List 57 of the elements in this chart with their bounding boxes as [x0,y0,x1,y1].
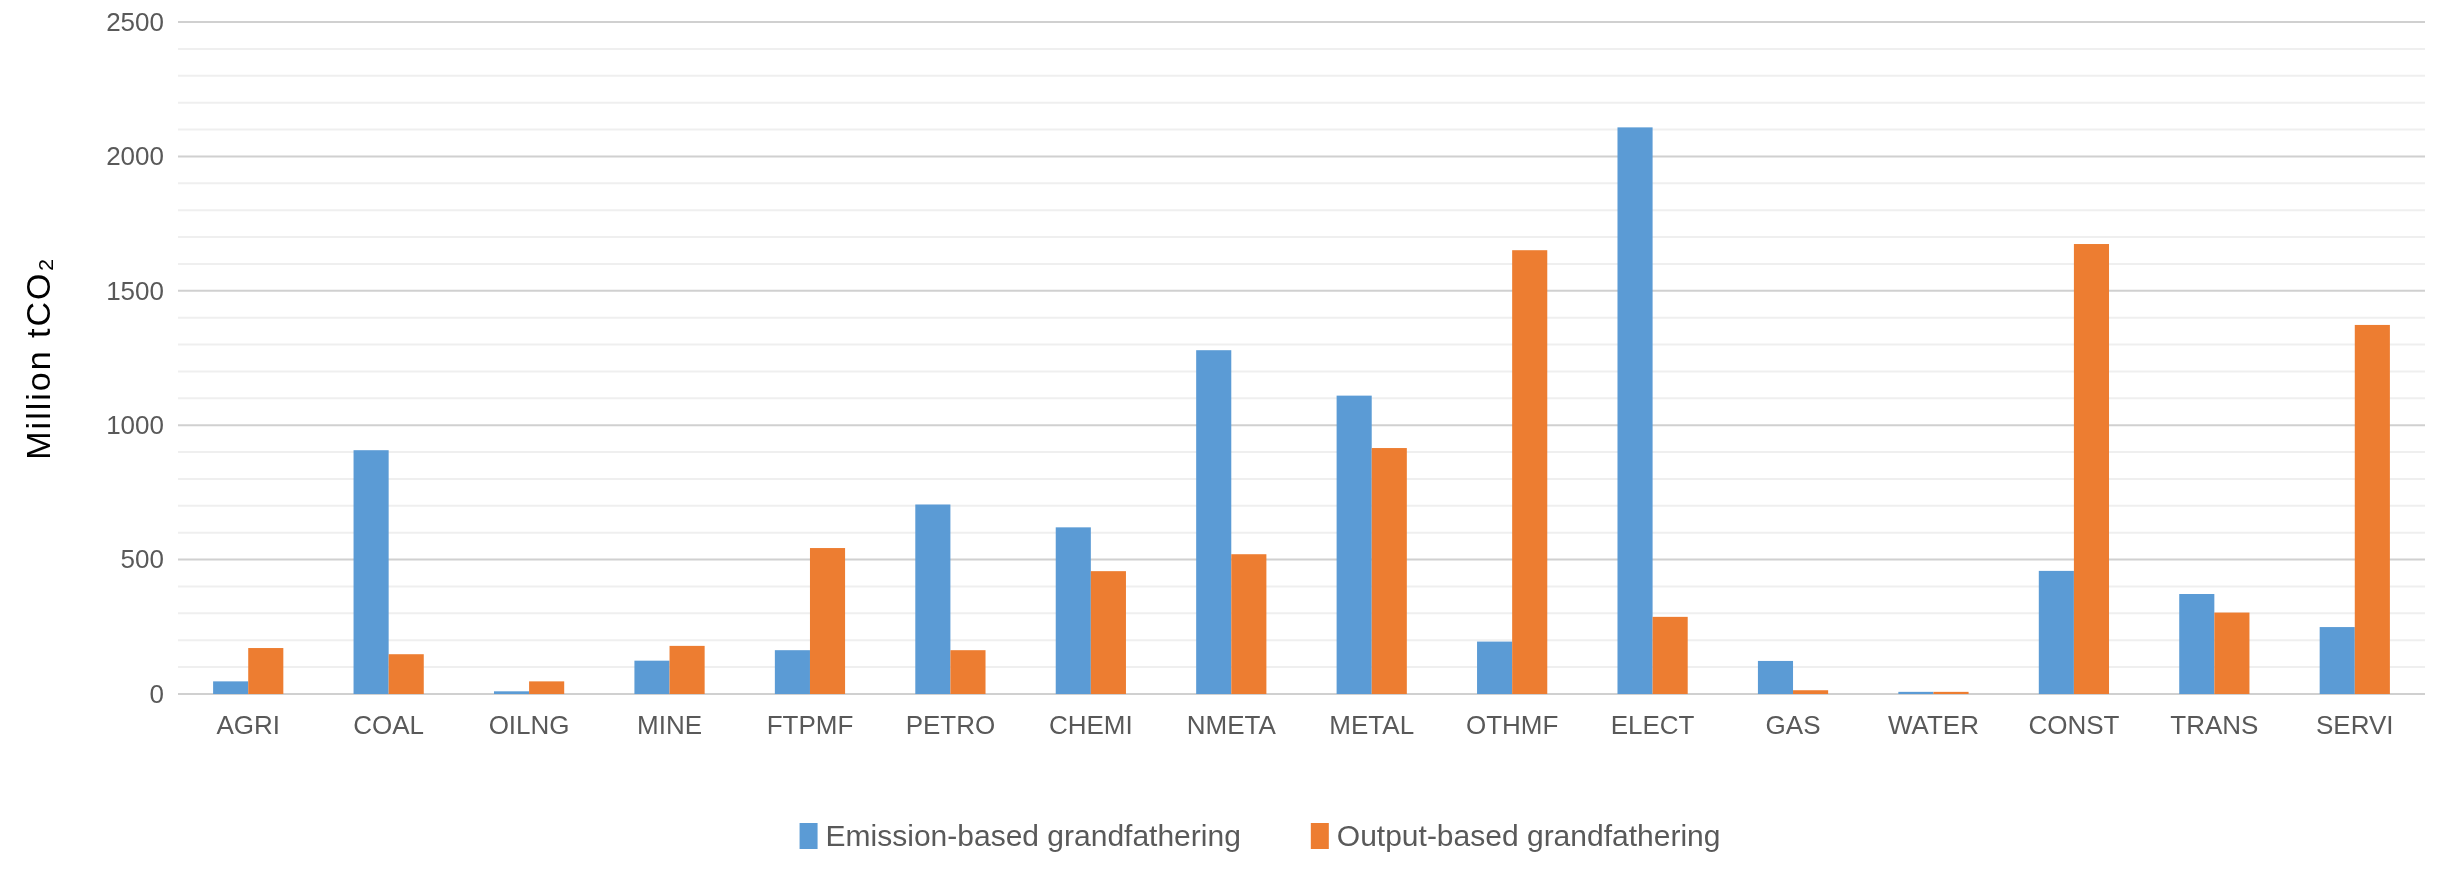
bar [353,450,389,694]
x-tick-label: OTHMF [1465,710,1559,741]
y-tick-label: 2500 [106,6,164,37]
bar [1617,127,1653,694]
x-tick-label: METAL [1329,710,1415,741]
x-tick-label: ELECT [1610,710,1695,741]
x-tick-label: NMETA [1186,710,1277,741]
bar [950,650,986,694]
x-tick-label: PETRO [905,710,996,741]
bar [915,504,951,694]
bar [1793,690,1829,694]
bar [2038,570,2074,694]
bar [2319,627,2355,694]
bar [809,548,846,694]
bar [1512,250,1548,694]
bar [2179,594,2215,694]
bar [1898,691,1934,694]
legend-label: Emission-based grandfathering [825,819,1241,852]
bar [1196,350,1232,694]
x-tick-label: TRANS [2170,710,2259,741]
bar [1055,527,1091,694]
bar [493,691,530,694]
bar [529,681,565,694]
x-tick-label: OILNG [488,710,570,741]
legend-label: Output-based grandfathering [1336,819,1721,852]
x-tick-label: CONST [2028,710,2120,741]
bar [634,660,670,694]
x-tick-label: GAS [1765,710,1821,741]
bar [2354,324,2390,694]
bar [1933,691,1969,694]
x-tick-label: MINE [637,710,703,741]
bar [1652,616,1688,694]
bar [1231,554,1267,694]
x-tick-label: CHEMI [1048,710,1133,741]
x-tick-label: FTPMF [766,710,854,741]
y-tick-label: 500 [120,544,164,575]
bar [2073,244,2110,694]
bar [1090,571,1126,694]
x-tick-label: SERVI [2316,710,2394,741]
bar [213,681,249,694]
x-tick-label: AGRI [216,710,281,741]
y-tick-label: 1000 [106,410,164,441]
y-tick-label: 2000 [106,141,164,172]
bar [1336,395,1372,694]
bar [2214,612,2250,694]
y-tick-label: 0 [149,678,164,709]
bar [248,648,284,694]
bar [669,645,705,694]
bar [1757,660,1794,694]
x-tick-label: WATER [1887,710,1979,741]
bar [1371,448,1407,694]
bar [774,650,810,694]
bar [1477,641,1513,694]
y-tick-label: 1500 [106,275,164,306]
x-tick-label: COAL [353,710,425,741]
bar [388,654,424,694]
y-axis-title: Million tCO₂ [19,256,57,460]
